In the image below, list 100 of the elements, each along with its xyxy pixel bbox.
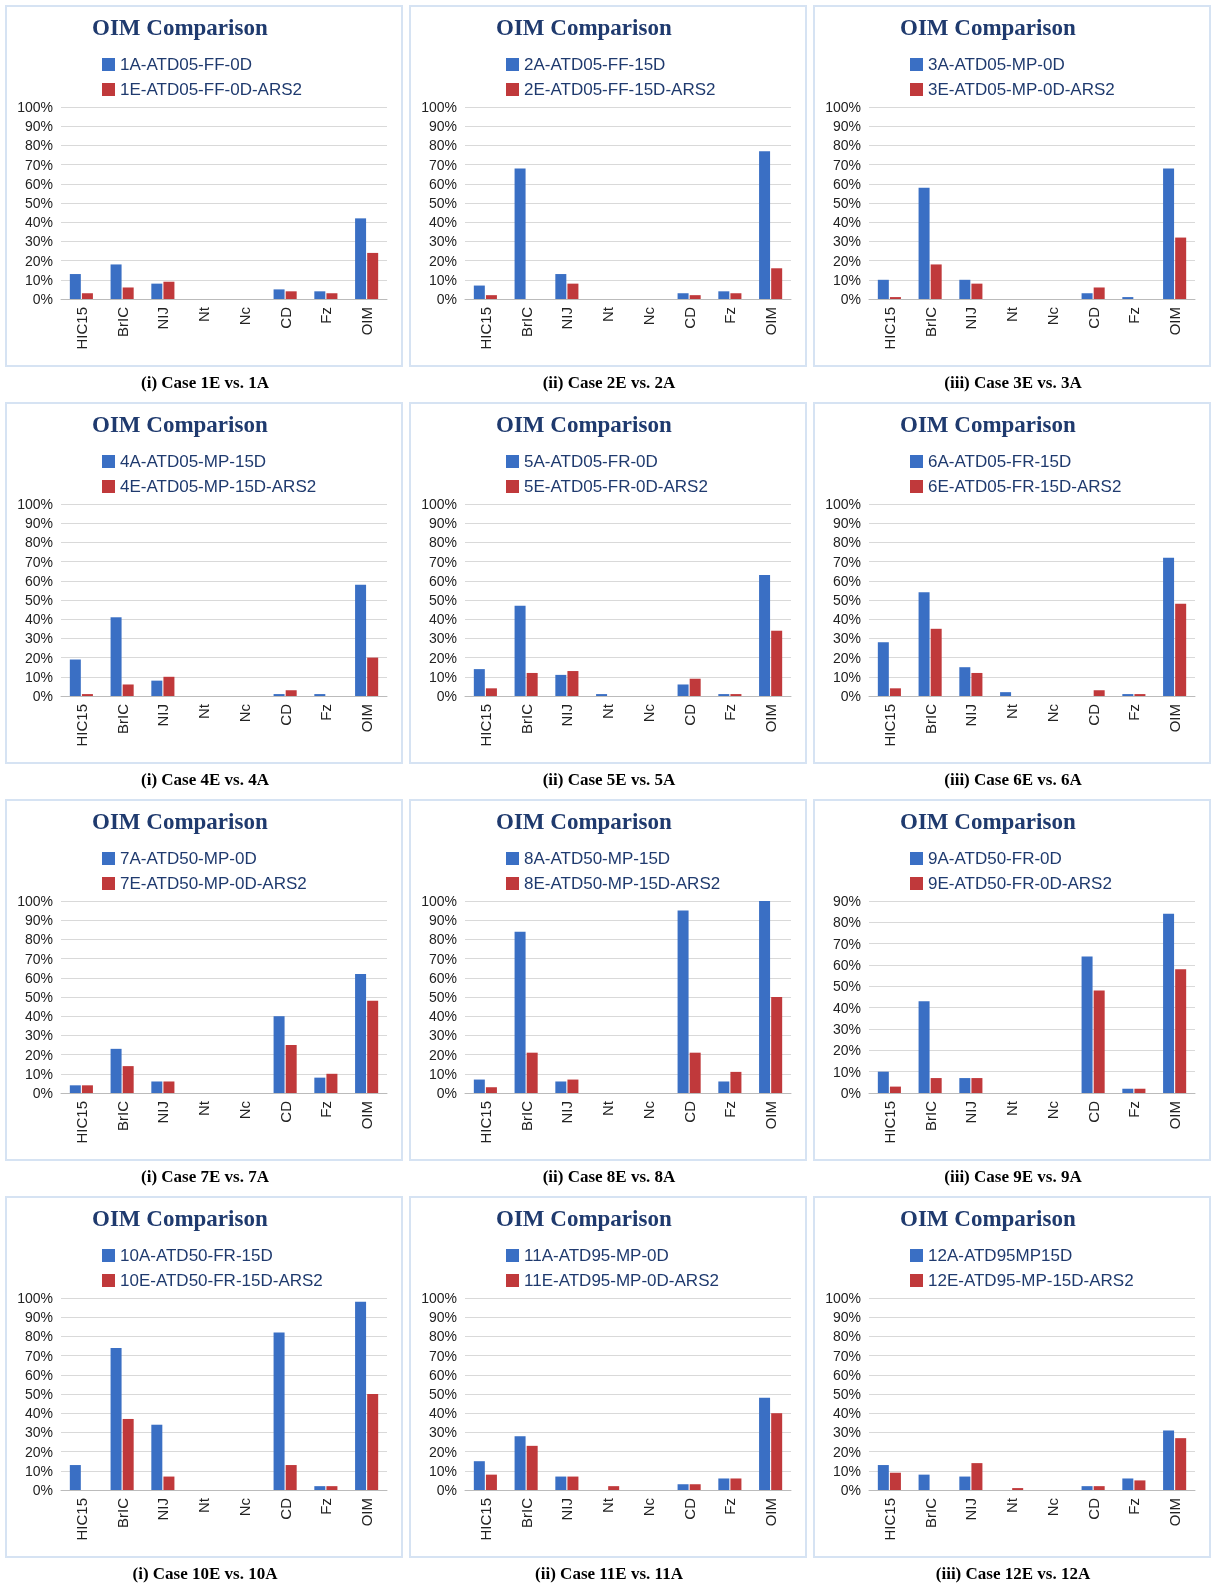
x-tick-label: HIC15 xyxy=(72,307,90,350)
x-tick-label: Nt xyxy=(195,1100,213,1116)
y-tick-label: 10% xyxy=(428,271,457,288)
x-tick-label: HIC15 xyxy=(880,307,898,350)
y-tick-label: 20% xyxy=(24,649,53,666)
legend-label: 7E-ATD50-MP-0D-ARS2 xyxy=(120,874,307,893)
bar xyxy=(285,291,297,299)
y-tick-label: 80% xyxy=(428,931,457,948)
y-tick-label: 90% xyxy=(832,118,861,135)
legend-label: 8E-ATD50-MP-15D-ARS2 xyxy=(524,874,721,893)
x-axis-title: (iii) Case 6E vs. 6A xyxy=(943,770,1083,790)
x-tick-label: Nt xyxy=(599,1100,617,1116)
x-axis-title: (i) Case 1E vs. 1A xyxy=(140,373,270,393)
x-tick-label: Nt xyxy=(599,306,617,322)
y-tick-label: 50% xyxy=(832,1386,861,1402)
x-tick-label: CD xyxy=(1084,1497,1102,1520)
legend-label: 4E-ATD05-MP-15D-ARS2 xyxy=(120,477,317,496)
x-tick-label: Nt xyxy=(195,1497,213,1513)
y-tick-label: 100% xyxy=(17,893,53,909)
y-tick-label: 0% xyxy=(840,1085,861,1101)
x-axis-title: (ii) Case 11E vs. 11A xyxy=(534,1564,684,1584)
x-axis-title: (i) Case 7E vs. 7A xyxy=(140,1167,270,1187)
x-tick-label: Fz xyxy=(721,704,739,721)
x-tick-label: CD xyxy=(680,1497,698,1520)
legend-label: 11E-ATD95-MP-0D-ARS2 xyxy=(524,1271,719,1290)
bar xyxy=(367,252,379,299)
x-tick-label: HIC15 xyxy=(72,1498,90,1541)
bar xyxy=(485,688,497,696)
y-tick-label: 70% xyxy=(428,553,457,570)
bar xyxy=(285,1465,297,1490)
bar xyxy=(1163,557,1175,696)
bar xyxy=(473,669,485,696)
y-tick-label: 10% xyxy=(832,668,861,685)
bar xyxy=(473,1079,485,1093)
x-tick-label: BrIC xyxy=(921,703,939,734)
bar xyxy=(1093,990,1105,1093)
y-tick-label: 80% xyxy=(832,1328,861,1345)
y-tick-label: 30% xyxy=(832,233,861,250)
x-tick-label: Fz xyxy=(721,307,739,324)
legend-label: 7A-ATD50-MP-0D xyxy=(120,849,257,868)
y-tick-label: 40% xyxy=(428,1008,457,1025)
bar xyxy=(326,1486,338,1490)
y-tick-label: 60% xyxy=(832,572,861,589)
x-tick-label: HIC15 xyxy=(476,704,494,747)
bar xyxy=(122,684,134,696)
y-tick-label: 100% xyxy=(825,496,861,512)
bar xyxy=(1163,913,1175,1093)
y-tick-label: 40% xyxy=(832,214,861,231)
y-tick-label: 60% xyxy=(24,1366,53,1383)
legend-label: 5A-ATD05-FR-0D xyxy=(524,452,658,471)
y-tick-label: 80% xyxy=(428,1328,457,1345)
y-tick-label: 20% xyxy=(24,1443,53,1460)
legend-label: 10E-ATD50-FR-15D-ARS2 xyxy=(120,1271,323,1290)
bar xyxy=(771,630,783,696)
x-tick-label: BrIC xyxy=(113,703,131,734)
bar xyxy=(677,293,689,299)
legend-label: 5E-ATD05-FR-0D-ARS2 xyxy=(524,477,708,496)
bar xyxy=(689,1484,701,1490)
y-tick-label: 80% xyxy=(428,534,457,551)
y-tick-label: 60% xyxy=(428,969,457,986)
legend-label: 3E-ATD05-MP-0D-ARS2 xyxy=(928,80,1115,99)
bar xyxy=(1081,293,1093,299)
y-tick-label: 0% xyxy=(840,291,861,307)
bar xyxy=(273,1332,285,1490)
x-tick-label: NIJ xyxy=(962,704,980,727)
bar xyxy=(971,1463,983,1490)
bar xyxy=(1093,1486,1105,1490)
x-tick-label: CD xyxy=(680,306,698,329)
y-tick-label: 50% xyxy=(24,989,53,1005)
x-tick-label: CD xyxy=(276,1497,294,1520)
y-tick-label: 30% xyxy=(24,1424,53,1441)
y-tick-label: 0% xyxy=(840,688,861,704)
bar xyxy=(889,1472,901,1490)
x-tick-label: NIJ xyxy=(962,1101,980,1124)
y-tick-label: 30% xyxy=(24,630,53,647)
y-tick-label: 30% xyxy=(832,1424,861,1441)
x-tick-label: NIJ xyxy=(154,307,172,330)
legend-label: 10A-ATD50-FR-15D xyxy=(120,1246,273,1265)
bar xyxy=(1175,1438,1187,1490)
bar xyxy=(555,674,567,696)
bar xyxy=(314,1486,326,1490)
bar xyxy=(1163,168,1175,299)
x-axis-title: (ii) Case 2E vs. 2A xyxy=(541,373,677,393)
y-tick-label: 20% xyxy=(428,1046,457,1063)
y-tick-label: 60% xyxy=(832,175,861,192)
y-tick-label: 40% xyxy=(24,1405,53,1422)
bar xyxy=(151,1081,163,1093)
chart-title: OIM Comparison xyxy=(496,15,672,40)
y-tick-label: 70% xyxy=(832,935,861,952)
y-tick-label: 0% xyxy=(32,688,53,704)
bar xyxy=(326,1073,338,1093)
bar xyxy=(122,1418,134,1490)
x-tick-label: BrIC xyxy=(113,1100,131,1131)
x-tick-label: CD xyxy=(276,306,294,329)
bar xyxy=(759,901,771,1093)
bar xyxy=(718,291,730,299)
x-tick-label: Nc xyxy=(235,1497,253,1517)
y-tick-label: 20% xyxy=(832,1443,861,1460)
x-axis-title: (i) Case 10E vs. 10A xyxy=(131,1564,279,1584)
x-tick-label: CD xyxy=(1084,1100,1102,1123)
